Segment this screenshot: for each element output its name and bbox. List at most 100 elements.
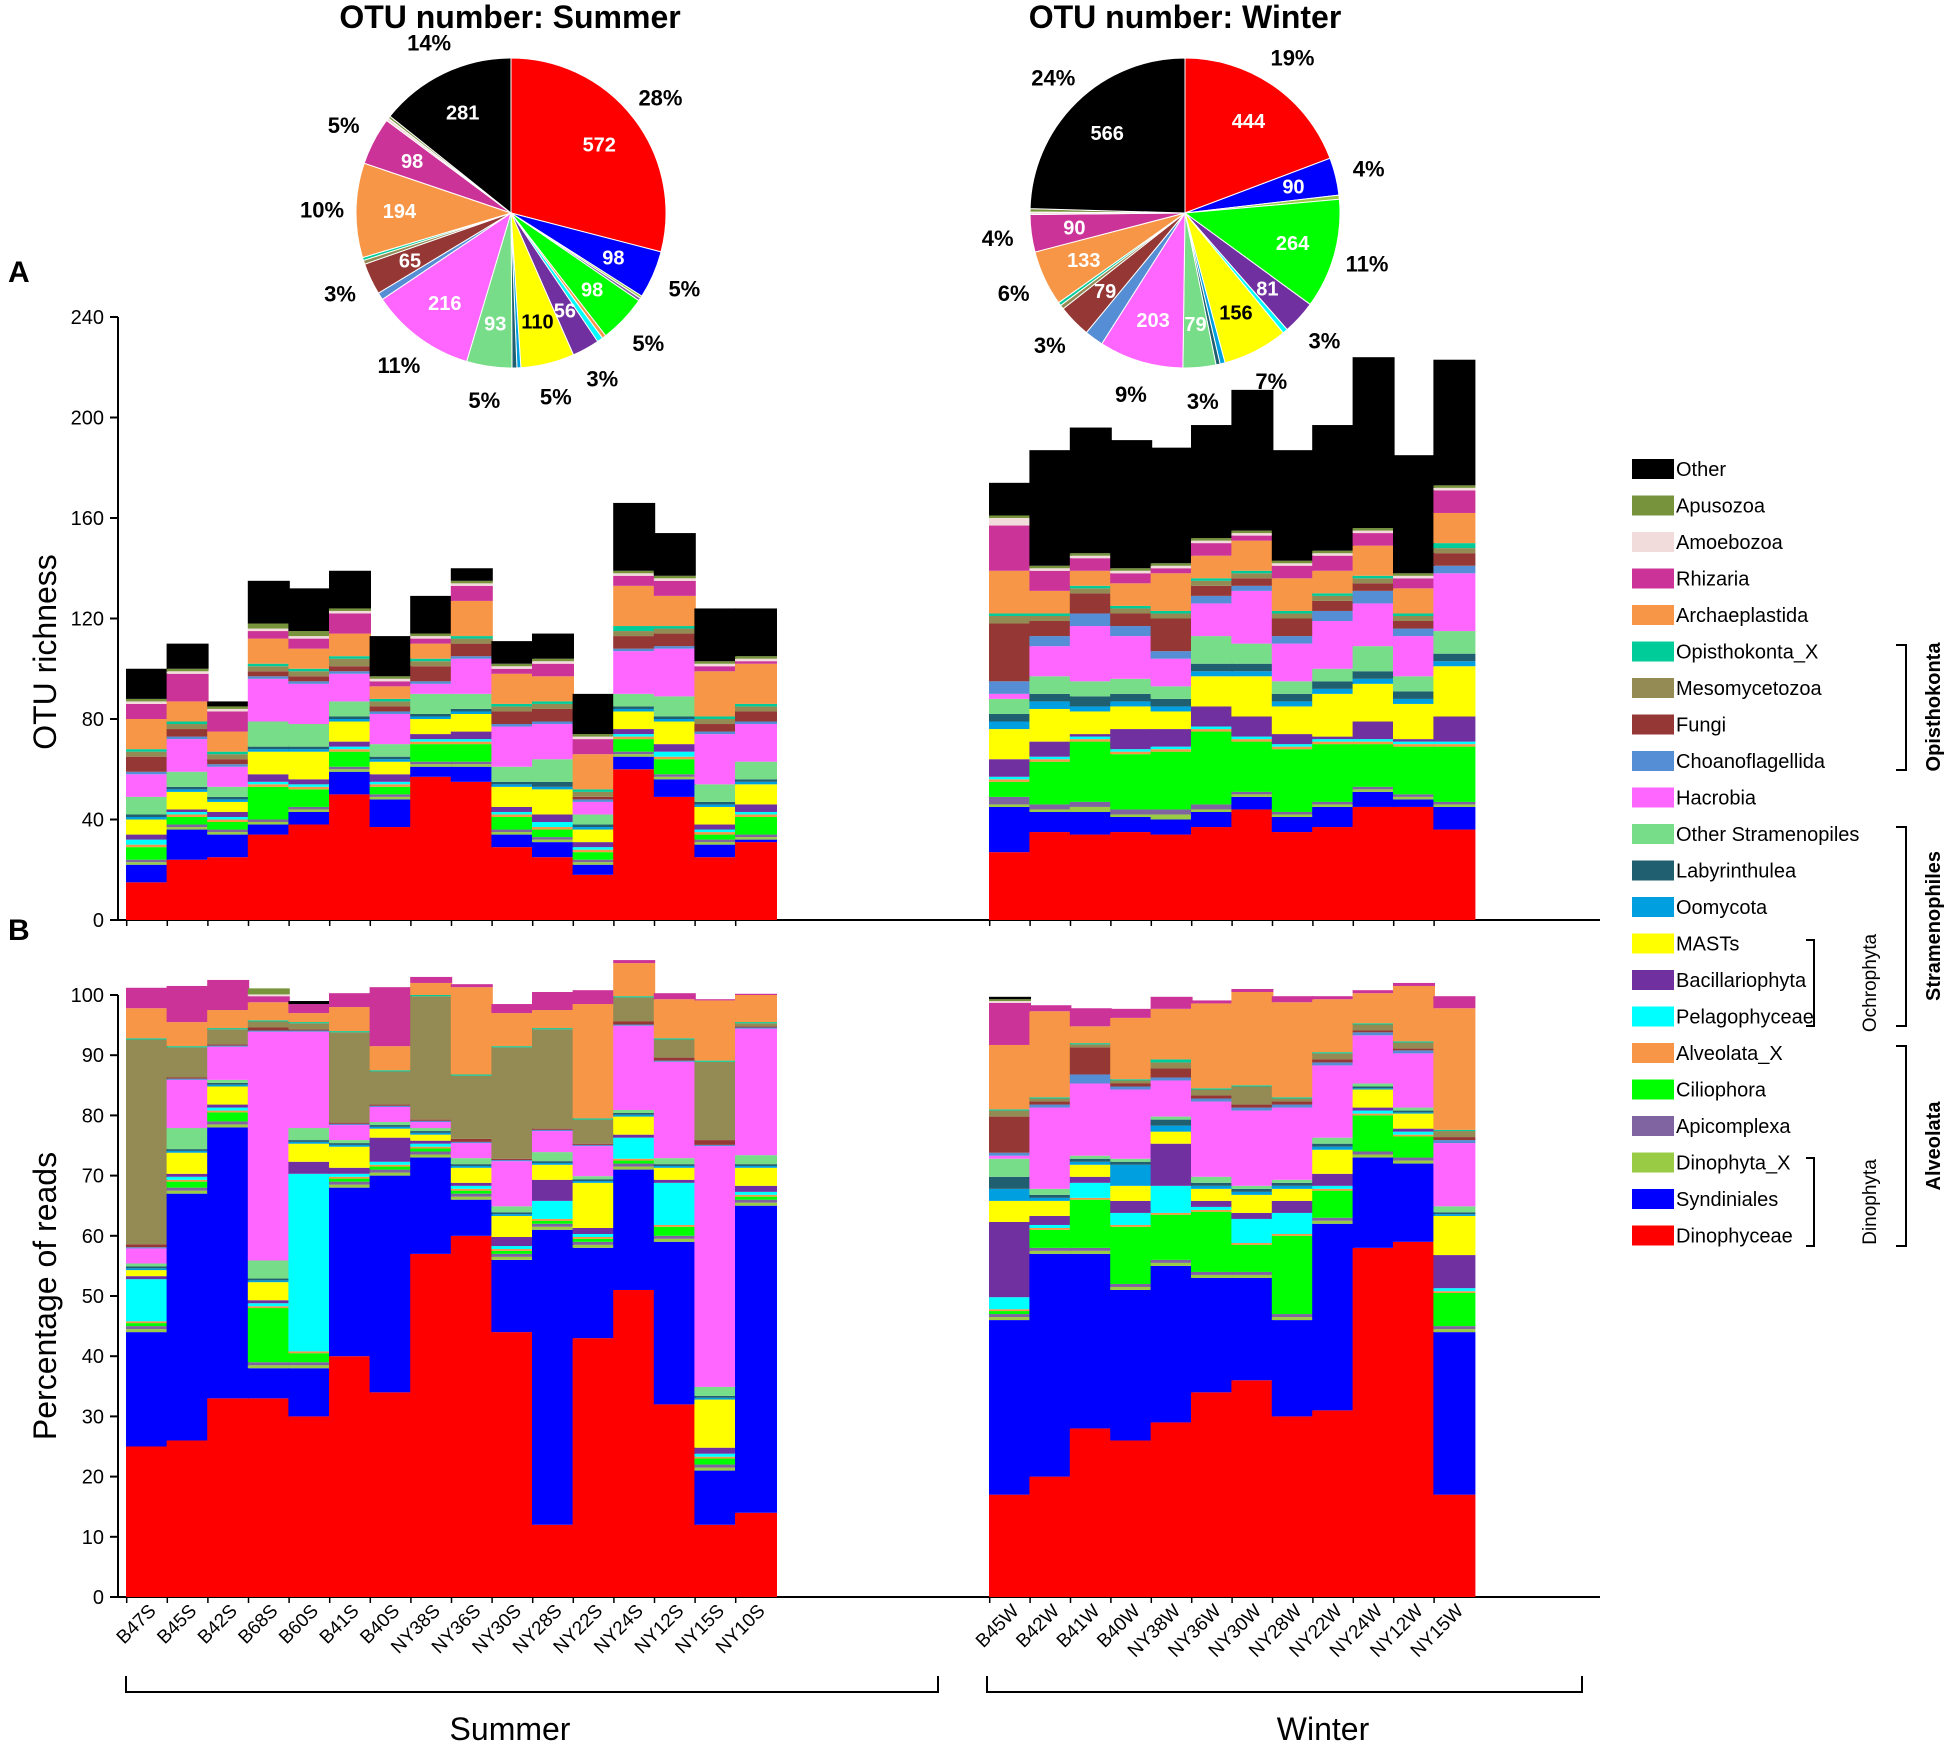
panel-b-segment-archaeplastida [288,1013,331,1023]
panel-b-segment-mesomycetozoa [613,997,656,1022]
panel-a-segment-choanoflagellida [1069,613,1112,627]
panel-b-y-tick-label: 60 [82,1226,104,1248]
panel-a-segment-hacrobia [694,734,737,785]
panel-a-winter-bar [1069,427,1112,920]
panel-b-segment-mesomycetozoa [1029,1098,1072,1102]
panel-b-segment-choanoflagellida [694,1144,737,1147]
panel-b-segment-oomycota [572,1181,615,1183]
panel-a-segment-other [166,643,209,669]
panel-b-segment-mesomycetozoa [1191,1089,1233,1096]
panel-b-segment-rhizaria [1191,1000,1233,1004]
panel-a-segment-amoebozoa [1029,568,1072,571]
panel-b-segment-apusozoa [989,999,1031,1002]
panel-a-segment-apicomplexa [247,819,290,823]
pie-winter-slice-value: 264 [1276,233,1310,255]
panel-a-segment-bacillariophyta [1312,736,1355,740]
panel-a-segment-opisthokonta-x [613,626,656,632]
panel-a-segment-fungi [410,666,453,682]
panel-a-segment-dinophyta-x [1433,804,1476,807]
panel-b-segment-dinophyceae [989,1494,1031,1597]
stramenophiles-label: Stramenophiles [1923,851,1945,1001]
panel-b-segment-opisthokonta-x [1393,1041,1435,1043]
panel-b-y-tick-label: 30 [82,1406,104,1428]
panel-b-segment-hacrobia [1150,1080,1193,1117]
panel-a-segment-labyrinthulea [1393,691,1435,699]
panel-a-segment-dinophyceae [369,827,412,920]
panel-b-segment-fungi [735,1026,777,1028]
panel-a-segment-other-stramenopiles [1352,646,1395,672]
pie-winter-slice-value: 133 [1067,250,1100,272]
panel-b-segment-dinophyta-x [694,1467,737,1471]
panel-a-segment-apusozoa [613,570,656,574]
panel-b-segment-mesomycetozoa [1352,1024,1395,1031]
panel-b-segment-labyrinthulea [989,1176,1031,1189]
panel-b-segment-bacillariophyta [126,1276,168,1280]
panel-a-segment-dinophyceae [450,781,493,920]
summer-sample-label: B42S [194,1601,242,1649]
panel-b-segment-ciliophora [410,1148,453,1152]
legend: Other Apusozoa Amoebozoa Rhizaria Archaeplas… [1632,459,1859,1248]
panel-b-segment-other [288,1001,331,1005]
panel-a-segment-opisthokonta-x [247,663,290,667]
panel-b-summer-bar [410,976,453,1597]
panel-b-segment-pelagophyceae [1110,1212,1153,1225]
panel-a-segment-archaeplastida [288,648,331,669]
panel-b-segment-rhizaria [410,976,453,983]
panel-a-segment-mesomycetozoa [653,628,696,634]
panel-b-segment-masts [1150,1131,1193,1144]
panel-b-segment-rhizaria [207,979,250,1011]
panel-a-segment-syndiniales [166,829,209,860]
panel-b-segment-alveolata-x [1069,1197,1112,1200]
panel-b-segment-hacrobia [572,1146,615,1177]
panel-b-segment-other-stramenopiles [1433,1206,1476,1213]
panel-a-segment-rhizaria [1110,573,1153,584]
panel-b-segment-bacillariophyta [207,1104,250,1108]
panel-a-segment-labyrinthulea [1352,671,1395,679]
panel-b-segment-rhizaria [288,1004,331,1014]
panel-a-segment-choanoflagellida [653,646,696,649]
panel-a-segment-masts [653,721,696,745]
panel-b-segment-oomycota [532,1162,574,1165]
legend-swatch-syndiniales [1632,1189,1674,1209]
panel-a-segment-other [1191,425,1233,539]
panel-a-segment-masts [1271,706,1314,735]
panel-a-segment-dinophyta-x [1110,814,1153,817]
legend-swatch-ciliophora [1632,1079,1674,1100]
panel-a-segment-fungi [532,708,574,722]
panel-a-chart: 0 40 80 120 160 200 240 [71,307,1600,932]
panel-a-segment-oomycota [735,781,777,785]
panel-b-segment-fungi [247,1027,290,1031]
panel-b-segment-mesomycetozoa [369,1071,412,1105]
panel-a-winter-bar [1271,450,1314,920]
panel-b-segment-dinophyceae [207,1398,250,1597]
pie-winter-slice-dinophyceae [1184,57,1331,214]
panel-a-segment-oomycota [1069,706,1112,712]
panel-b-segment-oomycota [989,1188,1031,1201]
panel-a-segment-other-stramenopiles [166,771,209,787]
panel-b-segment-alveolata-x [1393,1134,1435,1137]
panel-a-segment-other-stramenopiles [491,766,534,782]
panel-b-segment-other-stramenopiles [1271,1179,1314,1183]
panel-b-segment-archaeplastida [735,995,777,1023]
panel-a-segment-archaeplastida [1312,570,1355,594]
panel-a-segment-opisthokonta-x [207,751,250,755]
winter-sample-label: B42W [1012,1601,1063,1652]
panel-a-segment-amoebozoa [329,610,371,614]
panel-b-segment-ciliophora [1150,1214,1193,1260]
panel-a-segment-ciliophora [1191,731,1233,805]
panel-b-segment-rhizaria [1312,996,1355,1000]
panel-a-segment-hacrobia [329,673,371,702]
panel-a-segment-ciliophora [532,829,574,838]
panel-a-summer-bar [288,588,331,920]
panel-a-segment-bacillariophyta [288,779,331,785]
panel-a-segment-choanoflagellida [1271,636,1314,644]
panel-b-segment-other-stramenopiles [613,1109,656,1113]
panel-a-segment-dinophyta-x [1231,794,1274,797]
panel-b-segment-pelagophyceae [126,1279,168,1322]
panel-b-segment-pelagophyceae [369,1161,412,1165]
panel-b-segment-bacillariophyta [1271,1200,1314,1213]
panel-a-segment-oomycota [532,786,574,790]
panel-b-segment-masts [207,1086,250,1105]
panel-a-segment-other-stramenopiles [1110,678,1153,694]
panel-a-segment-oomycota [1393,698,1435,704]
